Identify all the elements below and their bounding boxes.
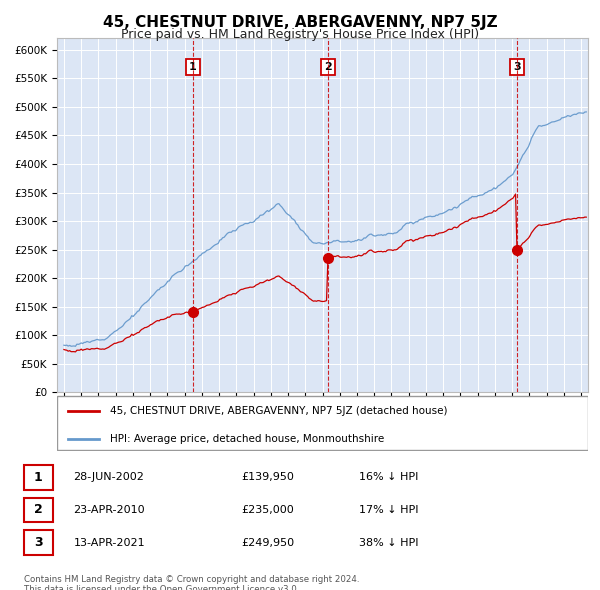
FancyBboxPatch shape: [23, 530, 53, 555]
Text: 13-APR-2021: 13-APR-2021: [74, 537, 145, 548]
FancyBboxPatch shape: [57, 396, 588, 450]
Text: 2: 2: [34, 503, 43, 516]
Text: 16% ↓ HPI: 16% ↓ HPI: [359, 473, 418, 483]
Text: 1: 1: [34, 471, 43, 484]
Text: £139,950: £139,950: [241, 473, 294, 483]
Text: 3: 3: [513, 62, 521, 72]
Text: HPI: Average price, detached house, Monmouthshire: HPI: Average price, detached house, Monm…: [110, 434, 385, 444]
Text: 17% ↓ HPI: 17% ↓ HPI: [359, 505, 418, 515]
Text: Price paid vs. HM Land Registry's House Price Index (HPI): Price paid vs. HM Land Registry's House …: [121, 28, 479, 41]
Text: 45, CHESTNUT DRIVE, ABERGAVENNY, NP7 5JZ: 45, CHESTNUT DRIVE, ABERGAVENNY, NP7 5JZ: [103, 15, 497, 30]
Text: 1: 1: [189, 62, 197, 72]
Text: £235,000: £235,000: [241, 505, 294, 515]
Text: £249,950: £249,950: [241, 537, 295, 548]
FancyBboxPatch shape: [23, 465, 53, 490]
FancyBboxPatch shape: [23, 498, 53, 522]
Text: 23-APR-2010: 23-APR-2010: [74, 505, 145, 515]
Text: Contains HM Land Registry data © Crown copyright and database right 2024.: Contains HM Land Registry data © Crown c…: [23, 575, 359, 584]
Text: 45, CHESTNUT DRIVE, ABERGAVENNY, NP7 5JZ (detached house): 45, CHESTNUT DRIVE, ABERGAVENNY, NP7 5JZ…: [110, 406, 448, 416]
Text: This data is licensed under the Open Government Licence v3.0.: This data is licensed under the Open Gov…: [23, 585, 299, 590]
Text: 3: 3: [34, 536, 43, 549]
Text: 38% ↓ HPI: 38% ↓ HPI: [359, 537, 418, 548]
Text: 28-JUN-2002: 28-JUN-2002: [74, 473, 145, 483]
Text: 2: 2: [324, 62, 332, 72]
